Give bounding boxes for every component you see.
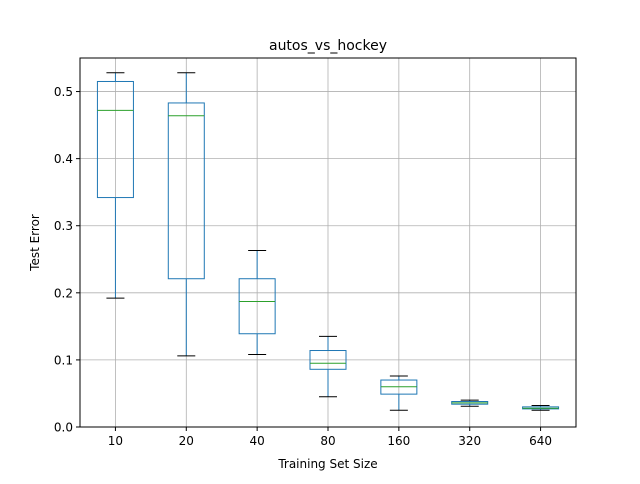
x-tick-label: 40 (250, 434, 265, 448)
y-tick-label: 0.5 (54, 85, 73, 99)
box-80 (309, 335, 347, 398)
y-tick-label: 0.2 (54, 286, 73, 300)
chart-title: autos_vs_hockey (269, 38, 387, 54)
x-axis-label: Training Set Size (277, 457, 377, 471)
x-tick-label: 640 (529, 434, 552, 448)
x-tick-label: 80 (320, 434, 335, 448)
boxes (96, 72, 560, 411)
x-tick-label: 160 (387, 434, 410, 448)
iqr-box (167, 102, 205, 280)
iqr-box (96, 80, 134, 199)
grid-lines (80, 58, 576, 428)
box-320 (451, 399, 489, 407)
y-tick-label: 0.1 (54, 353, 73, 367)
box-160 (380, 375, 418, 411)
axis-ticks: 0.0 0.1 0.2 0.3 0.4 0.5 10 20 40 80 160 320 640 (54, 85, 552, 448)
x-tick-label: 20 (179, 434, 194, 448)
box-40 (238, 250, 276, 356)
y-tick-label: 0.4 (54, 152, 73, 166)
x-tick-label: 10 (108, 434, 123, 448)
x-tick-label: 320 (458, 434, 481, 448)
iqr-box (238, 278, 276, 335)
y-axis-label: Test Error (28, 214, 42, 272)
box-10 (96, 72, 134, 299)
box-640 (522, 405, 560, 411)
y-tick-label: 0.3 (54, 219, 73, 233)
y-tick-label: 0.0 (54, 421, 73, 435)
iqr-box (309, 350, 347, 370)
box-20 (167, 72, 205, 357)
